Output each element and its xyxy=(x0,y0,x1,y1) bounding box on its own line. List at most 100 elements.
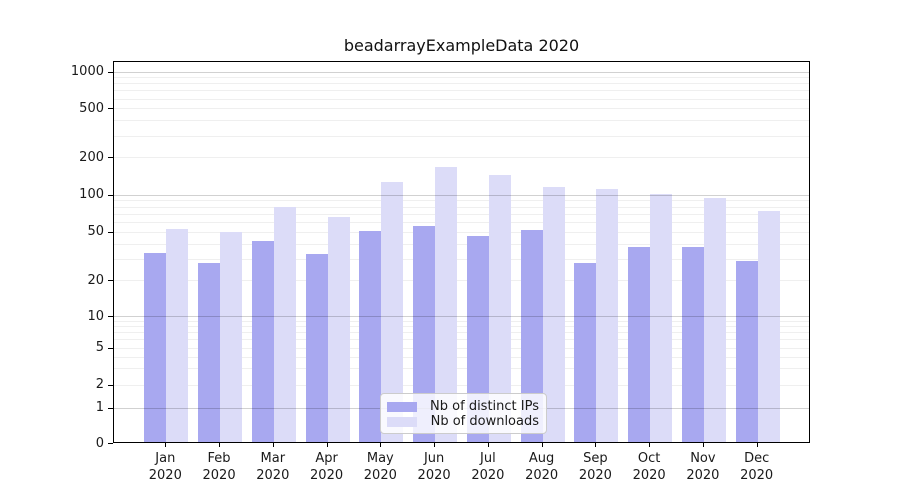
bar-aug-ips xyxy=(520,229,543,442)
legend: Nb of distinct IPs Nb of downloads xyxy=(380,393,547,434)
y-tick-label-10: 10 xyxy=(87,308,104,324)
legend-label: Nb of distinct IPs xyxy=(430,399,539,414)
bar-feb-downloads xyxy=(220,231,243,442)
x-tick-label-dec: Dec 2020 xyxy=(740,451,774,483)
bar-jun-ips xyxy=(413,225,436,442)
bar-apr-downloads xyxy=(327,216,350,442)
y-tick-label-5: 5 xyxy=(95,340,104,356)
y-tick-mark xyxy=(108,108,113,110)
bar-mar-downloads xyxy=(273,207,296,442)
x-tick-mark xyxy=(165,443,167,447)
legend-row-distinct-ips: Nb of distinct IPs xyxy=(387,399,539,414)
y-tick-label-100: 100 xyxy=(79,187,104,203)
y-tick-label-500: 500 xyxy=(79,100,104,116)
bar-sep-downloads xyxy=(596,188,619,442)
x-tick-label-feb: Feb 2020 xyxy=(202,451,236,483)
x-tick-label-aug: Aug 2020 xyxy=(525,451,559,483)
y-tick-label-20: 20 xyxy=(87,272,104,288)
legend-label: Nb of downloads xyxy=(430,414,539,429)
x-tick-label-jun: Jun 2020 xyxy=(417,451,451,483)
bar-apr-ips xyxy=(305,254,328,442)
bar-nov-ips xyxy=(681,246,704,442)
minor-gridline xyxy=(114,206,809,208)
x-tick-mark xyxy=(219,443,221,447)
bar-jan-downloads xyxy=(166,228,189,442)
chart-title: beadarrayExampleData 2020 xyxy=(343,36,580,55)
major-gridline-1000 xyxy=(114,71,809,73)
minor-gridline xyxy=(114,258,809,260)
bar-nov-downloads xyxy=(703,197,726,442)
bar-oct-ips xyxy=(628,246,651,442)
minor-gridline xyxy=(114,77,809,79)
major-gridline-10 xyxy=(114,316,809,318)
minor-gridline xyxy=(114,356,809,358)
minor-gridline xyxy=(114,332,809,334)
minor-gridline xyxy=(114,120,809,122)
x-tick-label-jul: Jul 2020 xyxy=(471,451,505,483)
minor-gridline xyxy=(114,231,809,233)
bar-jul-downloads xyxy=(488,174,511,442)
y-tick-mark xyxy=(108,384,113,386)
y-tick-mark xyxy=(108,194,113,196)
x-tick-mark xyxy=(434,443,436,447)
bar-aug-downloads xyxy=(542,186,565,442)
minor-gridline xyxy=(114,384,809,386)
x-tick-mark xyxy=(487,443,489,447)
minor-gridline xyxy=(114,157,809,159)
y-tick-mark xyxy=(108,407,113,409)
minor-gridline xyxy=(114,83,809,85)
y-tick-mark xyxy=(108,443,113,444)
bar-may-ips xyxy=(359,230,382,442)
x-tick-label-apr: Apr 2020 xyxy=(310,451,344,483)
y-tick-mark xyxy=(108,71,113,73)
bar-mar-ips xyxy=(251,241,274,442)
plot-area xyxy=(113,61,810,443)
minor-gridline xyxy=(114,200,809,202)
x-tick-mark xyxy=(380,443,382,447)
x-tick-label-jan: Jan 2020 xyxy=(148,451,182,483)
x-tick-mark xyxy=(326,443,328,447)
y-tick-mark xyxy=(108,316,113,318)
minor-gridline xyxy=(114,108,809,110)
minor-gridline xyxy=(114,339,809,341)
minor-gridline xyxy=(114,326,809,328)
minor-gridline xyxy=(114,368,809,370)
x-tick-label-oct: Oct 2020 xyxy=(632,451,666,483)
minor-gridline xyxy=(114,222,809,224)
minor-gridline xyxy=(114,280,809,282)
x-tick-label-nov: Nov 2020 xyxy=(686,451,720,483)
x-tick-label-may: May 2020 xyxy=(363,451,397,483)
y-tick-label-200: 200 xyxy=(79,149,104,165)
x-tick-mark xyxy=(272,443,274,447)
minor-gridline xyxy=(114,320,809,322)
legend-swatch-downloads xyxy=(387,416,417,427)
bar-sep-ips xyxy=(574,263,597,442)
x-tick-mark xyxy=(649,443,651,447)
x-tick-label-sep: Sep 2020 xyxy=(578,451,612,483)
y-tick-label-2: 2 xyxy=(95,377,104,393)
x-tick-mark xyxy=(595,443,597,447)
x-tick-mark xyxy=(541,443,543,447)
x-tick-mark xyxy=(702,443,704,447)
legend-row-downloads: Nb of downloads xyxy=(387,414,539,429)
minor-gridline xyxy=(114,98,809,100)
y-tick-label-1: 1 xyxy=(95,400,104,416)
minor-gridline xyxy=(114,243,809,245)
minor-gridline xyxy=(114,135,809,137)
y-tick-mark xyxy=(108,157,113,159)
y-tick-mark xyxy=(108,231,113,233)
minor-gridline xyxy=(114,347,809,349)
minor-gridline xyxy=(114,90,809,92)
y-tick-mark xyxy=(108,347,113,349)
bar-dec-ips xyxy=(735,261,758,442)
y-tick-label-0: 0 xyxy=(95,435,104,451)
bar-dec-downloads xyxy=(757,210,780,442)
bar-oct-downloads xyxy=(650,194,673,442)
x-tick-label-mar: Mar 2020 xyxy=(256,451,290,483)
x-tick-mark xyxy=(756,443,758,447)
y-tick-label-1000: 1000 xyxy=(70,64,104,80)
y-tick-label-50: 50 xyxy=(87,224,104,240)
bar-jun-downloads xyxy=(435,166,458,442)
legend-swatch-distinct-ips xyxy=(387,401,417,412)
